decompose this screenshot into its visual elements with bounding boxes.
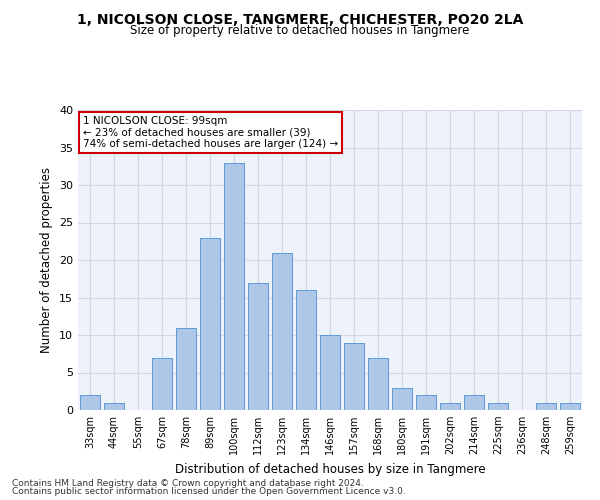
- Bar: [464, 395, 484, 410]
- Text: Contains public sector information licensed under the Open Government Licence v3: Contains public sector information licen…: [12, 487, 406, 496]
- Bar: [536, 402, 556, 410]
- Bar: [320, 335, 340, 410]
- Text: 1 NICOLSON CLOSE: 99sqm
← 23% of detached houses are smaller (39)
74% of semi-de: 1 NICOLSON CLOSE: 99sqm ← 23% of detache…: [83, 116, 338, 149]
- Text: Contains HM Land Registry data © Crown copyright and database right 2024.: Contains HM Land Registry data © Crown c…: [12, 478, 364, 488]
- Bar: [344, 342, 364, 410]
- Bar: [416, 395, 436, 410]
- Text: Size of property relative to detached houses in Tangmere: Size of property relative to detached ho…: [130, 24, 470, 37]
- X-axis label: Distribution of detached houses by size in Tangmere: Distribution of detached houses by size …: [175, 462, 485, 475]
- Bar: [488, 402, 508, 410]
- Text: 1, NICOLSON CLOSE, TANGMERE, CHICHESTER, PO20 2LA: 1, NICOLSON CLOSE, TANGMERE, CHICHESTER,…: [77, 12, 523, 26]
- Bar: [176, 328, 196, 410]
- Bar: [248, 282, 268, 410]
- Bar: [200, 238, 220, 410]
- Bar: [224, 162, 244, 410]
- Bar: [440, 402, 460, 410]
- Bar: [368, 358, 388, 410]
- Y-axis label: Number of detached properties: Number of detached properties: [40, 167, 53, 353]
- Bar: [80, 395, 100, 410]
- Bar: [104, 402, 124, 410]
- Bar: [392, 388, 412, 410]
- Bar: [272, 252, 292, 410]
- Bar: [152, 358, 172, 410]
- Bar: [560, 402, 580, 410]
- Bar: [296, 290, 316, 410]
